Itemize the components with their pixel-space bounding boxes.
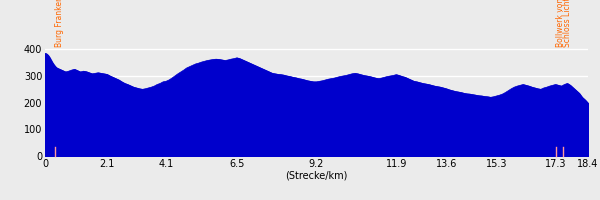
Text: Burg Frankenstein: Burg Frankenstein (55, 0, 64, 47)
Text: Bollwerk von Schloss Lichtenberg: Bollwerk von Schloss Lichtenberg (556, 0, 565, 47)
Text: Schloss Lichtenberg: Schloss Lichtenberg (563, 0, 572, 47)
X-axis label: (Strecke/km): (Strecke/km) (286, 170, 347, 180)
